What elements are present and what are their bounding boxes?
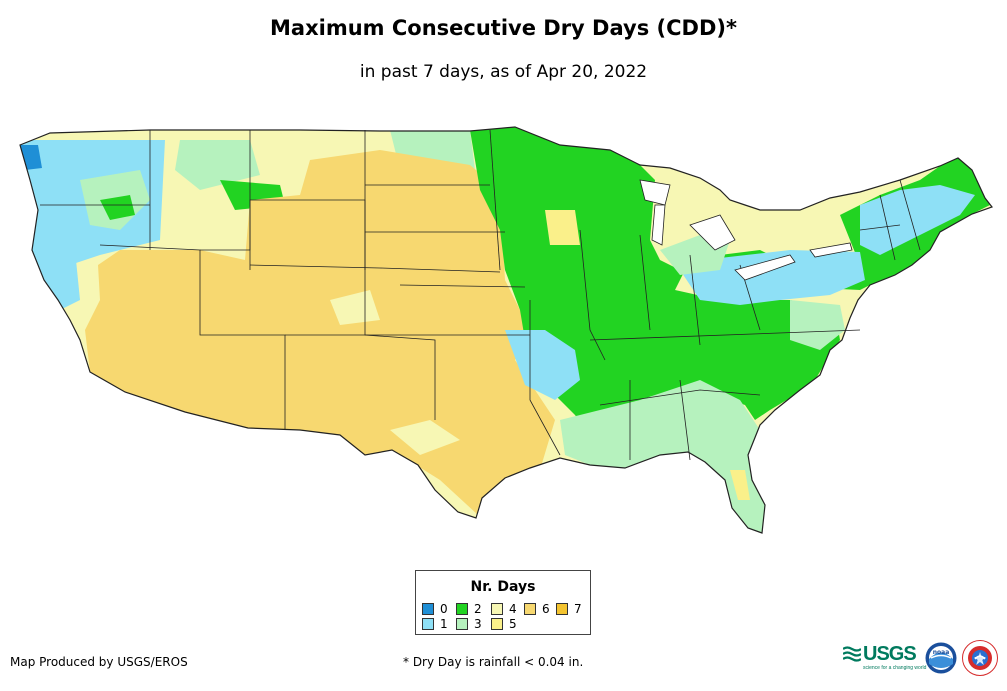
legend-item: 2	[456, 603, 482, 616]
legend-label: 2	[474, 602, 482, 616]
credit-text: Map Produced by USGS/EROS	[10, 655, 188, 669]
legend-item: 4	[491, 603, 517, 616]
legend-title: Nr. Days	[470, 579, 536, 595]
map-subtitle: in past 7 days, as of Apr 20, 2022	[359, 62, 648, 82]
legend-swatch	[491, 603, 503, 615]
noaa-logo: noaa	[925, 642, 957, 674]
region-northeast	[860, 185, 975, 255]
legend-swatch	[422, 603, 434, 615]
legend: Nr. Days 0 1 2 3 4 5 6 7	[415, 570, 591, 635]
region-virginia	[790, 300, 845, 350]
legend-swatch	[422, 618, 434, 630]
legend-label: 0	[440, 602, 448, 616]
region-florida-patch	[730, 470, 750, 500]
legend-swatch	[456, 603, 468, 615]
lake-michigan	[651, 204, 666, 246]
region-ozarks	[505, 330, 580, 400]
lake-erie	[734, 254, 796, 281]
legend-label: 3	[474, 617, 482, 631]
region-colorado-patch	[330, 290, 380, 325]
legend-label: 7	[574, 602, 582, 616]
region-southeast	[560, 380, 765, 533]
legend-swatch	[456, 618, 468, 630]
region-texas-patch	[390, 420, 460, 455]
noaa-logo-text: noaa	[933, 649, 950, 656]
map-title: Maximum Consecutive Dry Days (CDD)*	[270, 16, 737, 40]
legend-swatch	[524, 603, 536, 615]
region-idaho-green	[100, 195, 135, 220]
legend-item: 5	[491, 618, 517, 631]
usgs-logo-text: USGS	[863, 643, 917, 665]
legend-swatch	[556, 603, 568, 615]
legend-swatch	[491, 618, 503, 630]
region-california-coast	[20, 250, 80, 310]
legend-item: 3	[456, 618, 482, 631]
footnote-text: * Dry Day is rainfall < 0.04 in.	[403, 655, 584, 669]
legend-item: 1	[422, 618, 448, 631]
legend-item: 6	[524, 603, 550, 616]
usgs-waves-icon	[843, 646, 861, 662]
legend-label: 1	[440, 617, 448, 631]
legend-label: 6	[542, 602, 550, 616]
legend-label: 5	[509, 617, 517, 631]
region-iowa-patch	[545, 210, 580, 245]
legend-item: 0	[422, 603, 448, 616]
lake-huron	[689, 214, 736, 251]
state-boundaries	[40, 129, 921, 461]
legend-item: 7	[556, 603, 582, 616]
usgs-tagline: science for a changing world	[863, 665, 927, 671]
usgs-logo: USGS science for a changing world	[843, 643, 926, 671]
region-ohio-valley	[680, 250, 865, 305]
legend-label: 4	[509, 602, 517, 616]
region-montana-patch	[175, 140, 260, 190]
lake-ontario	[809, 242, 853, 258]
nws-logo	[962, 640, 998, 676]
region-southwest-plains	[85, 150, 555, 515]
